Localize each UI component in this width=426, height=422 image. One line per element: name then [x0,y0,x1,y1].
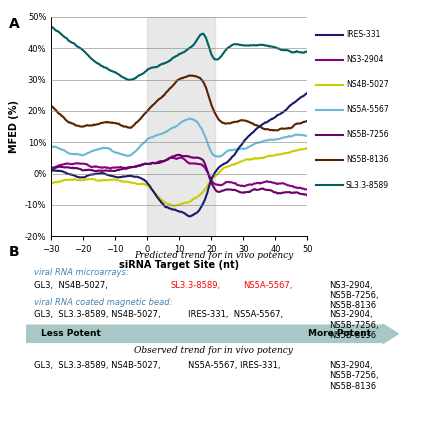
Text: NS5A-5567, IRES-331,: NS5A-5567, IRES-331, [187,361,280,370]
Text: ___________________________________: ___________________________________ [139,252,287,260]
Text: NS3-2904,
NS5B-7256,
NS5B-8136: NS3-2904, NS5B-7256, NS5B-8136 [328,361,377,391]
Text: NS5A-5567,: NS5A-5567, [243,281,292,289]
Text: Observed trend for in vivo potency: Observed trend for in vivo potency [134,346,292,355]
Text: GL3,  SL3.3-8589, NS4B-5027,: GL3, SL3.3-8589, NS4B-5027, [34,310,161,319]
Text: __________________________________: __________________________________ [141,346,285,355]
X-axis label: siRNA Target Site (nt): siRNA Target Site (nt) [119,260,239,270]
Text: NS5B-7256: NS5B-7256 [345,130,388,139]
Text: SL3.3-8589,: SL3.3-8589, [170,281,220,289]
Text: NS5A-5567: NS5A-5567 [345,106,388,114]
Text: NS3-2904,
NS5B-7256,
NS5B-8136: NS3-2904, NS5B-7256, NS5B-8136 [328,310,377,340]
Text: NS4B-5027: NS4B-5027 [345,80,388,89]
Text: GL3,  SL3.3-8589, NS4B-5027,: GL3, SL3.3-8589, NS4B-5027, [34,361,161,370]
Text: NS5B-8136: NS5B-8136 [345,155,388,165]
Text: SL3.3-8589: SL3.3-8589 [345,181,388,189]
Text: NS3-2904: NS3-2904 [345,55,383,64]
Text: More Potent: More Potent [308,329,371,338]
Text: viral RNA coated magnetic bead:: viral RNA coated magnetic bead: [34,298,172,306]
Bar [147,17,214,236]
Text: B: B [9,245,19,259]
Text: IRES-331: IRES-331 [345,30,380,39]
Y-axis label: MFED (%): MFED (%) [9,100,19,153]
Text: IRES-331,  NS5A-5567,: IRES-331, NS5A-5567, [187,310,282,319]
Text: viral RNA microarrays:: viral RNA microarrays: [34,268,129,277]
Text: NS3-2904,
NS5B-7256,
NS5B-8136: NS3-2904, NS5B-7256, NS5B-8136 [328,281,377,311]
FancyArrow shape [26,324,397,344]
Text: GL3,  NS4B-5027,: GL3, NS4B-5027, [34,281,108,289]
Text: Less Potent: Less Potent [41,329,101,338]
Text: Predicted trend for in vivo potency: Predicted trend for in vivo potency [134,251,292,260]
Text: A: A [9,17,19,31]
